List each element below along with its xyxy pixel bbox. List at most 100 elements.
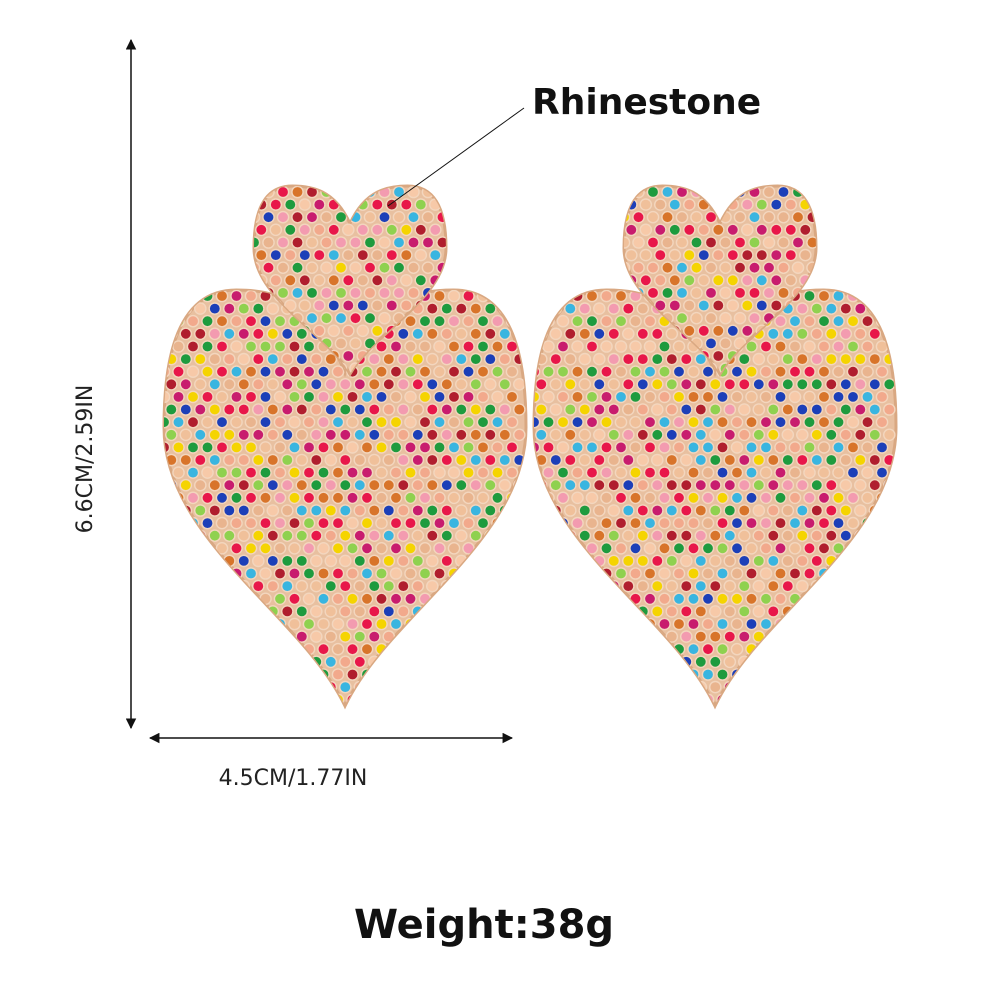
rhinestone [759,415,773,429]
rhinestone [868,377,882,391]
rhinestone [320,236,333,249]
rhinestone [462,365,475,379]
rhinestone [338,377,352,391]
rhinestone [709,377,722,391]
rhinestone [186,390,200,404]
rhinestone [483,428,497,442]
rhinestone [665,504,679,517]
rhinestone [752,605,766,618]
rhinestone [549,327,563,341]
rhinestone [643,314,657,328]
rhinestone [636,302,650,315]
rhinestone [276,286,290,300]
rhinestone [164,605,178,618]
rhinestone [425,630,439,643]
rhinestone [796,655,809,669]
rhinestone [476,516,490,530]
rhinestone [295,428,309,442]
rhinestone [418,642,432,656]
rhinestone [179,352,193,366]
rhinestone [370,223,384,237]
rhinestone [661,286,674,300]
rhinestone [868,605,882,618]
rhinestone [363,261,377,275]
rhinestone [302,441,316,454]
rhinestone [854,554,867,568]
rhinestone [796,478,809,492]
rhinestone [593,630,606,643]
rhinestone [632,261,645,275]
rhinestone [309,579,323,593]
rhinestone [748,236,761,249]
rhinestone [389,415,403,429]
rhinestone [549,529,563,543]
rhinestone [861,365,874,379]
height-label: 6.6CM/2.59IN [73,385,98,534]
rhinestone [491,642,504,656]
rhinestone [440,529,454,543]
rhinestone [469,529,483,543]
rhinestone [672,592,686,606]
rhinestone [683,223,696,237]
rhinestone [854,327,867,341]
rhinestone [846,365,860,379]
rhinestone [585,567,599,580]
rhinestone [672,491,686,505]
rhinestone [331,617,345,631]
rhinestone [556,567,570,580]
rhinestone [683,324,696,338]
rhinestone [723,529,737,543]
rhinestone [777,236,790,249]
rhinestone [433,693,446,706]
rhinestone [651,529,664,543]
rhinestone [411,504,425,517]
rhinestone [658,617,671,631]
rhinestone [701,668,715,681]
rhinestone [774,466,787,479]
rhinestone [593,680,606,694]
rhinestone [636,655,650,669]
rhinestone [262,210,275,224]
rhinestone [237,352,251,366]
rhinestone [651,403,664,416]
rhinestone [680,428,693,442]
rhinestone [535,655,548,669]
rhinestone [266,529,280,543]
rhinestone [854,630,867,643]
rhinestone [428,223,442,237]
rhinestone [433,390,446,404]
rhinestone [730,542,744,555]
rhinestone [741,223,754,237]
rhinestone [839,428,853,442]
rhinestone [312,324,326,338]
rhinestone [341,324,355,338]
rhinestone [723,579,737,593]
rhinestone [832,441,845,454]
rhinestone [266,478,280,492]
rhinestone [719,261,732,275]
rhinestone [585,516,599,530]
rhinestone [266,403,280,416]
rhinestone [868,478,882,492]
rhinestone [629,491,642,505]
rhinestone [396,579,410,593]
rhinestone [817,592,831,606]
rhinestone [709,453,722,467]
rhinestone [651,579,664,593]
rhinestone [745,516,758,530]
rhinestone [697,248,711,262]
rhinestone [411,655,425,669]
rhinestone [639,223,653,237]
rhinestone [208,377,222,391]
rhinestone [752,529,766,543]
rhinestone [222,680,236,694]
rhinestone [513,428,526,442]
rhinestone [370,248,384,262]
rhinestone [164,428,178,442]
weight-label: Weight:38g [354,902,614,948]
rhinestone [280,680,294,694]
rhinestone [396,403,410,416]
rhinestone [564,605,577,618]
rhinestone [276,210,290,224]
rhinestone [331,441,345,454]
